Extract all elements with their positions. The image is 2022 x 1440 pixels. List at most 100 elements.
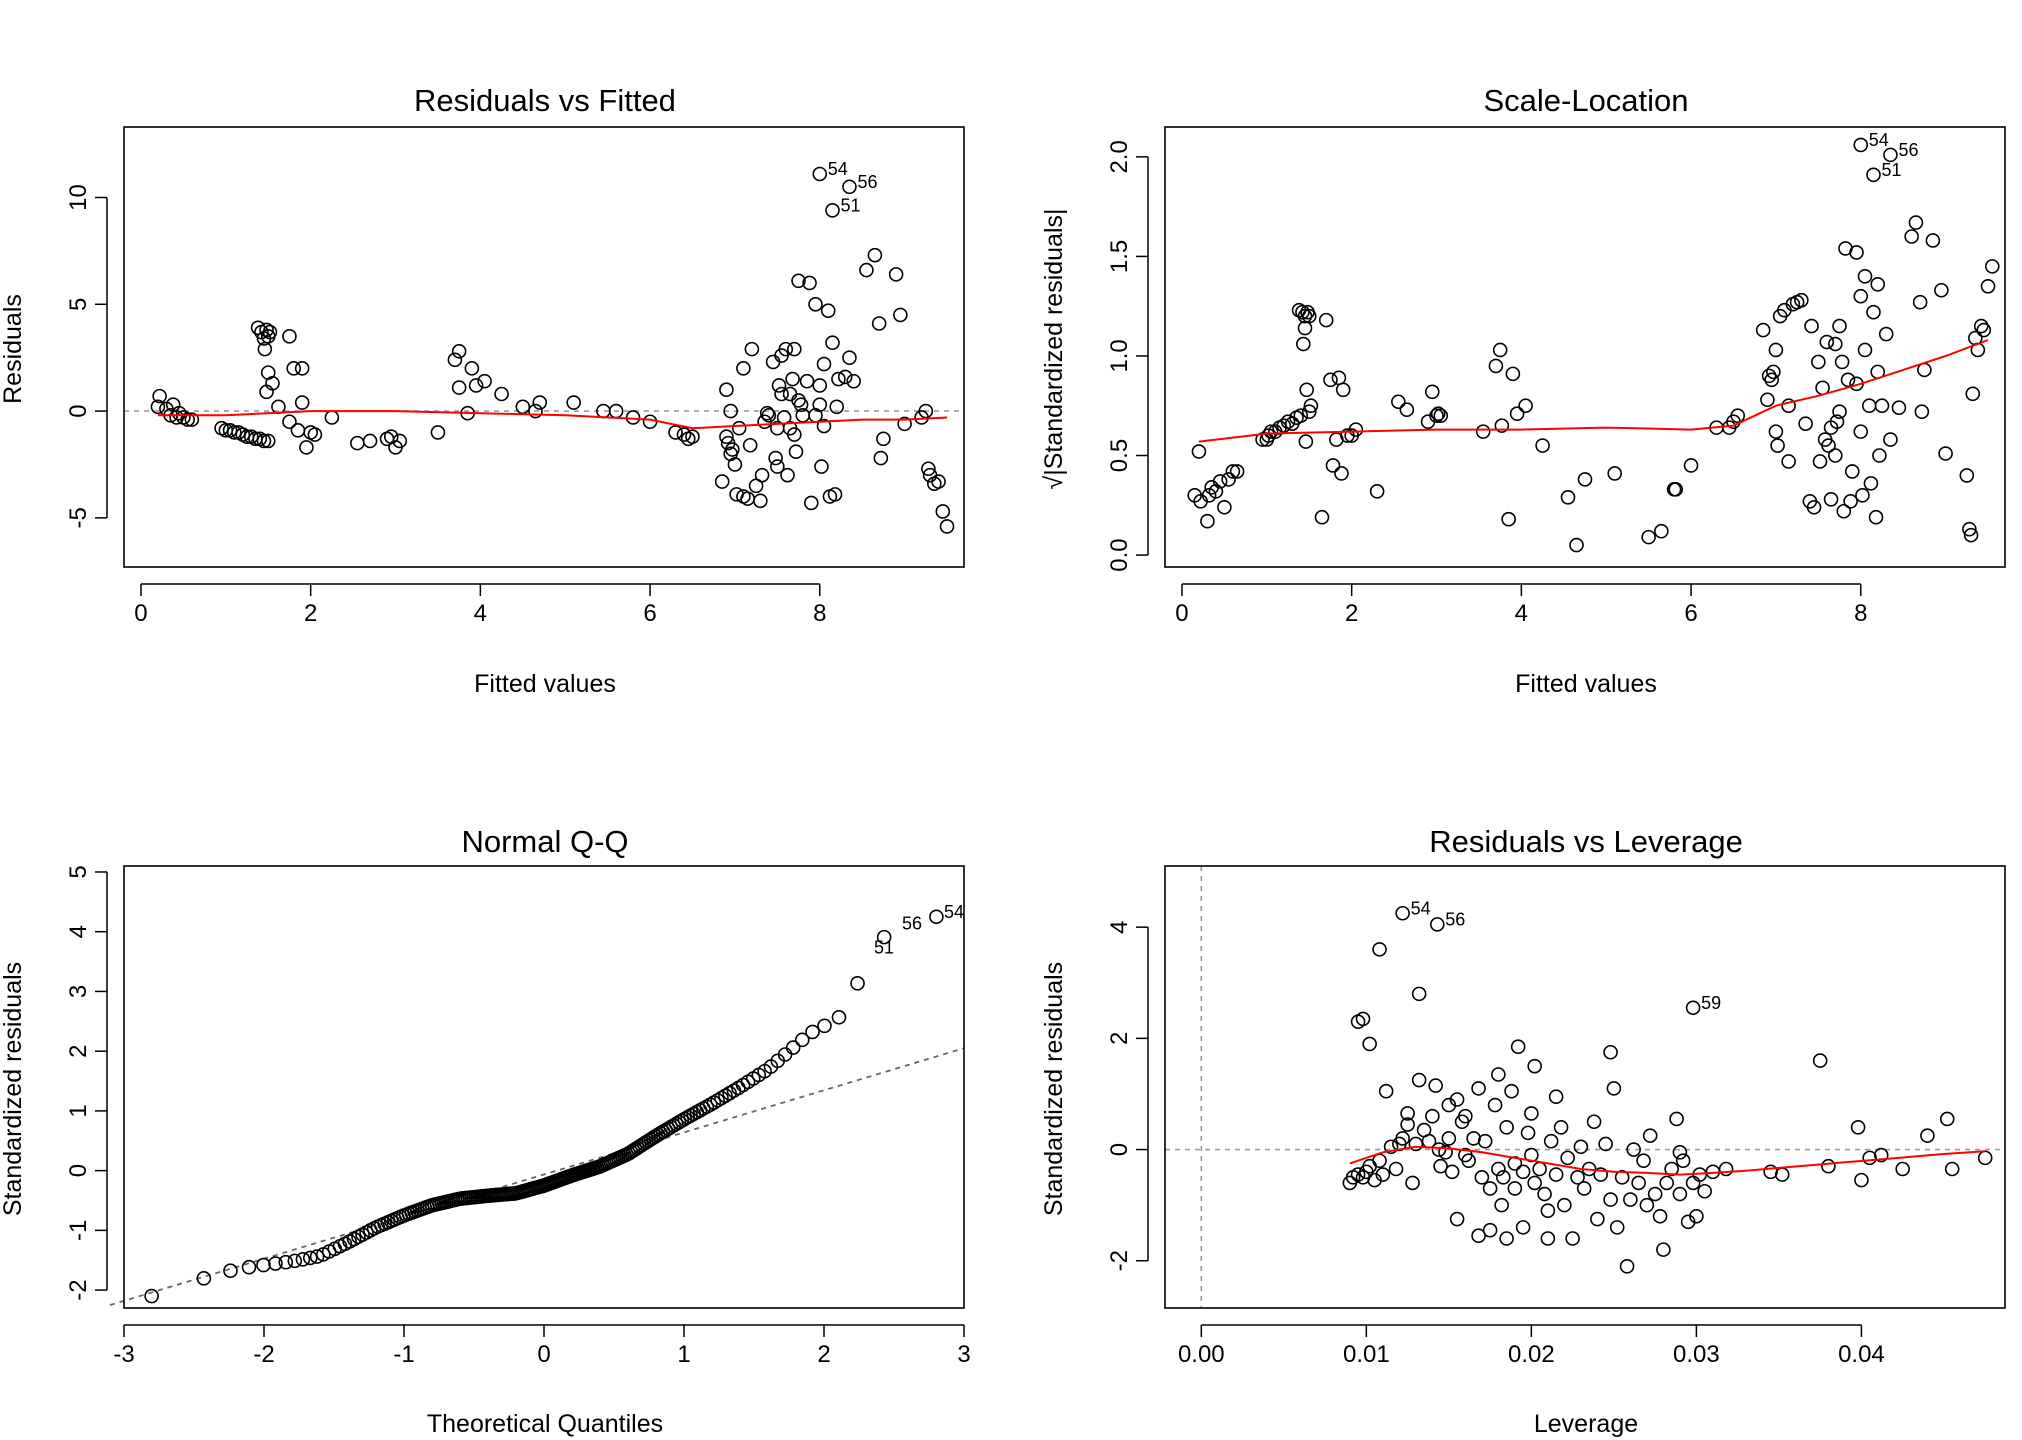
x-tick-label: 3: [957, 1341, 970, 1368]
x-axis-label: Fitted values: [1515, 670, 1657, 698]
data-point: [1944, 1161, 1960, 1177]
data-point: [799, 373, 815, 389]
data-point: [1499, 1120, 1514, 1135]
y-tick-label: 0.5: [1106, 439, 1133, 472]
normal-qq-panel: Normal Q-Q Theoretical Quantiles Standar…: [0, 824, 971, 1438]
data-point: [1866, 304, 1881, 320]
data-point: [812, 166, 828, 182]
x-tick-label: 0.00: [1178, 1341, 1225, 1368]
y-tick-label: -2: [1106, 1250, 1133, 1271]
data-point: [793, 397, 809, 412]
data-point: [1938, 446, 1953, 461]
data-point: [1433, 408, 1449, 423]
x-tick-label: 0: [134, 600, 147, 627]
data-point: [825, 203, 840, 218]
data-point: [759, 405, 775, 421]
data-point: [850, 976, 865, 991]
data-point: [1798, 416, 1813, 431]
data-point: [1200, 513, 1215, 529]
data-point: [1854, 1172, 1869, 1188]
data-point: [831, 1009, 847, 1025]
data-point: [1494, 1197, 1509, 1213]
data-point: [1372, 942, 1387, 957]
data-point: [1477, 1133, 1493, 1149]
data-point: [528, 403, 543, 419]
x-tick-label: -3: [113, 1341, 134, 1368]
data-point: [837, 369, 853, 385]
data-point: [1540, 1203, 1556, 1219]
data-point: [1438, 1145, 1453, 1160]
data-point: [1263, 424, 1279, 439]
data-point: [1475, 424, 1491, 439]
data-point: [1515, 1164, 1531, 1180]
y-tick-label: 0.0: [1106, 538, 1133, 571]
point-label: 54: [828, 159, 848, 179]
data-point: [1654, 523, 1669, 539]
data-point: [731, 420, 747, 436]
data-point: [302, 1250, 318, 1266]
data-point: [719, 382, 734, 398]
data-point: [256, 1257, 271, 1273]
x-tick-label: 2: [1345, 600, 1358, 627]
data-point: [1458, 1108, 1473, 1124]
data-point: [1570, 1170, 1585, 1185]
data-point: [1730, 408, 1746, 423]
data-point: [817, 1018, 832, 1034]
data-point: [1499, 1231, 1514, 1246]
data-point: [668, 425, 683, 440]
data-point: [1781, 398, 1796, 414]
point-label: 59: [1701, 993, 1721, 1013]
data-point: [706, 1095, 722, 1110]
data-point: [1812, 1053, 1828, 1068]
data-point: [451, 343, 467, 359]
point-label: 56: [1898, 140, 1918, 160]
data-point: [1904, 229, 1919, 244]
data-point: [1494, 418, 1510, 433]
data-point: [1828, 448, 1843, 463]
chart-title: Normal Q-Q: [461, 824, 628, 859]
data-point: [1297, 308, 1313, 324]
data-point: [1925, 233, 1941, 248]
x-tick-label: -2: [253, 1341, 274, 1368]
data-point: [1400, 1106, 1415, 1121]
data-point: [1334, 466, 1349, 481]
data-point: [1766, 364, 1781, 380]
data-point: [447, 352, 463, 368]
data-point: [1429, 408, 1444, 423]
x-tick-label: 1: [677, 1341, 690, 1368]
data-point: [1395, 1131, 1410, 1146]
data-point: [1770, 438, 1785, 453]
y-tick-label: 1.0: [1106, 339, 1133, 372]
point-label: 54: [1869, 130, 1889, 150]
data-point: [867, 247, 883, 263]
point-label: 56: [1445, 909, 1465, 929]
data-point: [761, 408, 777, 423]
x-tick-label: 0.01: [1343, 1341, 1390, 1368]
point-label: 56: [902, 914, 922, 934]
data-point: [1362, 1036, 1377, 1052]
data-point: [1520, 1125, 1536, 1141]
data-point: [152, 388, 167, 404]
data-point: [1920, 1128, 1935, 1143]
point-label: 51: [840, 195, 860, 215]
data-point: [1553, 1120, 1569, 1135]
data-point: [362, 433, 378, 449]
y-tick-label: 1: [65, 1104, 92, 1117]
data-point: [727, 457, 743, 472]
data-point: [744, 341, 760, 357]
data-point: [785, 371, 800, 387]
data-point: [1441, 1131, 1457, 1146]
data-point: [1685, 1000, 1701, 1016]
data-point: [893, 307, 908, 323]
data-point: [144, 1288, 159, 1304]
data-point: [788, 444, 804, 459]
data-point: [1868, 509, 1884, 525]
data-point: [1405, 1175, 1420, 1191]
data-point: [1428, 1078, 1443, 1093]
data-point: [1934, 282, 1949, 298]
data-point: [871, 316, 887, 331]
y-tick-label: -1: [65, 1220, 92, 1241]
data-point: [1482, 1222, 1498, 1238]
data-point: [1507, 1181, 1523, 1196]
